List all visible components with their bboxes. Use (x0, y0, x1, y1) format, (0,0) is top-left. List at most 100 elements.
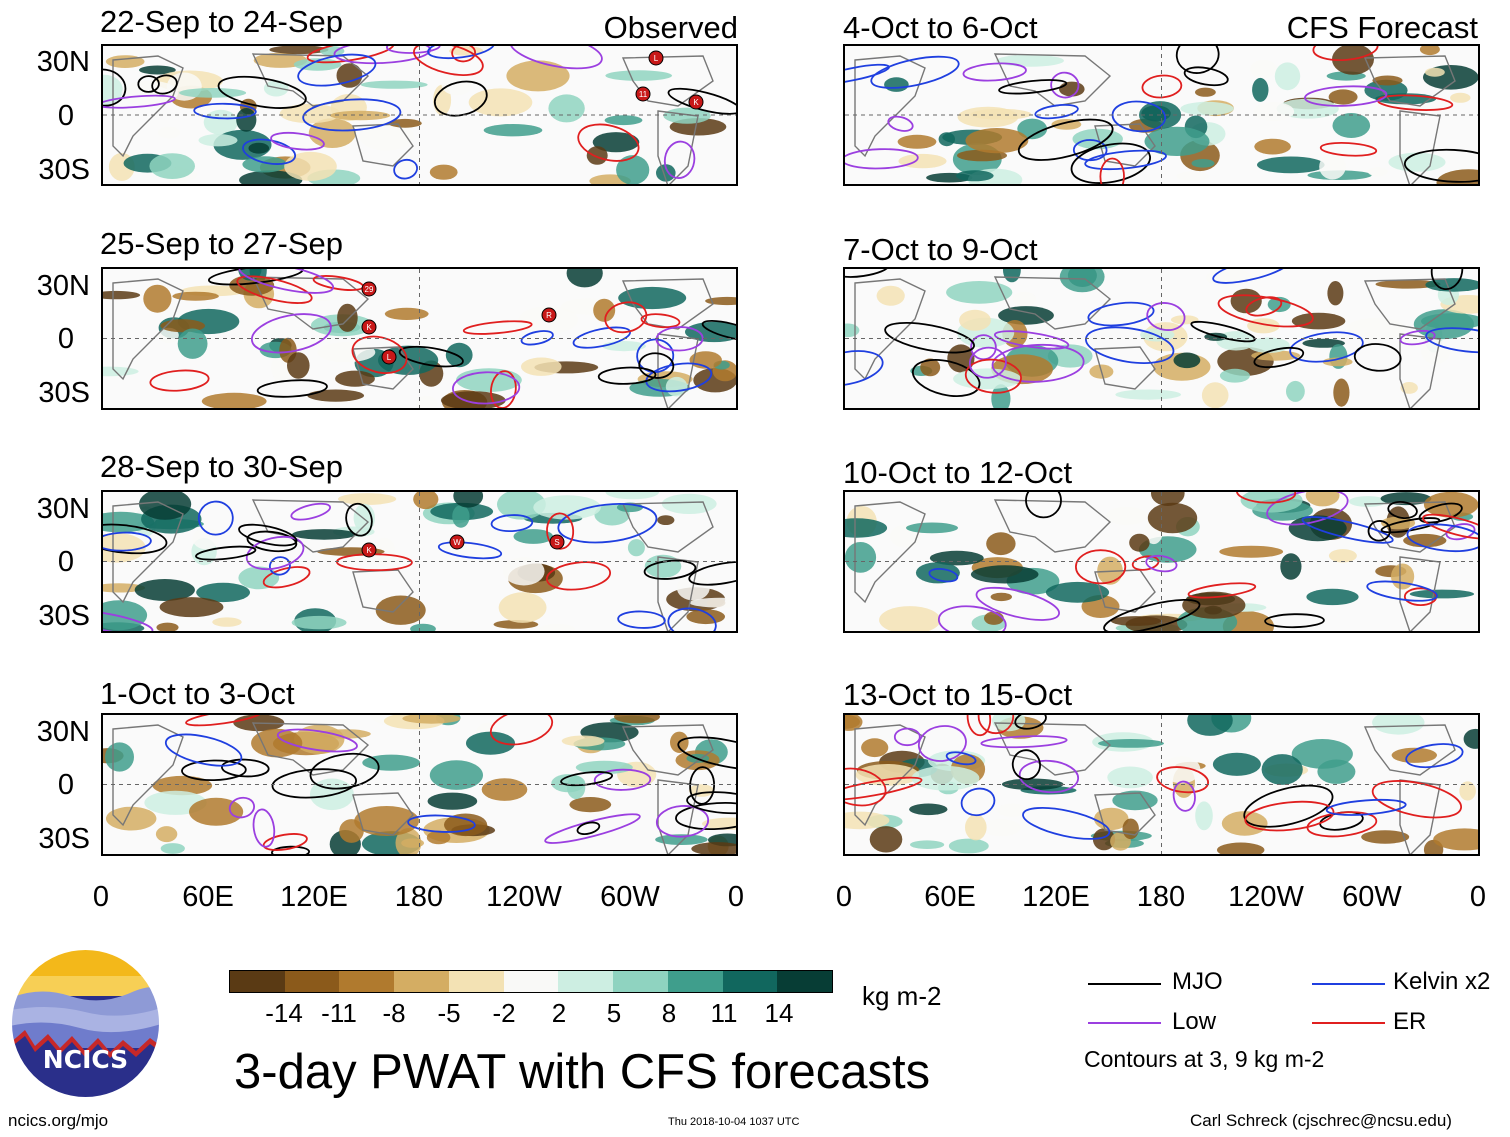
contour-line (1025, 492, 1062, 519)
contour-line (977, 715, 1015, 735)
lon-label: 0 (1469, 881, 1487, 913)
contour-line (1018, 759, 1080, 794)
storm-marker[interactable]: R (541, 307, 557, 323)
ncics-logo[interactable]: NCICS (10, 948, 161, 1099)
contour-line (1172, 780, 1196, 812)
lat-label-eq: 0 (57, 546, 74, 578)
colorbar-tick: -11 (321, 998, 357, 1028)
storm-marker[interactable]: 29 (361, 281, 377, 297)
contour-line (1087, 301, 1155, 327)
footer-url[interactable]: ncics.org/mjo (8, 1111, 109, 1130)
contour-line (1301, 516, 1394, 544)
contour-line (1146, 302, 1186, 331)
anomaly-blob (604, 115, 643, 126)
anomaly-blob (970, 565, 1039, 584)
contour-line (1367, 520, 1391, 542)
lon-label: 120E (1022, 881, 1090, 913)
lon-label: 60E (924, 881, 976, 913)
contour-line (560, 771, 614, 787)
anomaly-blob (375, 595, 426, 625)
anomaly-blob (506, 60, 570, 92)
lon-label: 180 (394, 881, 444, 913)
anomaly-blob (616, 155, 650, 184)
anomaly-blob (503, 557, 545, 586)
contour-line (256, 379, 328, 398)
anomaly-blob (691, 842, 736, 854)
lon-label: 120W (486, 881, 562, 913)
coastline (621, 55, 714, 107)
lon-label: 0 (92, 881, 110, 913)
storm-marker[interactable]: K (688, 94, 704, 110)
anomaly-blob (986, 532, 1016, 556)
anomaly-blob (521, 357, 562, 376)
storm-marker-icon (381, 349, 397, 365)
contour-line (103, 609, 154, 631)
contour-line (271, 845, 310, 854)
anomaly-blob (429, 760, 483, 790)
anomaly-blob (1291, 312, 1346, 330)
anomaly-blob (618, 286, 687, 310)
contour-line (544, 813, 641, 844)
anomaly-blob (466, 731, 515, 755)
map-canvas: L 11 K (103, 46, 736, 184)
anomaly-blob (1327, 281, 1344, 306)
contour-line (1034, 103, 1079, 120)
map-panel (843, 44, 1480, 186)
anomaly-blob (360, 80, 428, 89)
contour-line (1187, 582, 1257, 599)
coastline (621, 501, 714, 553)
contour-line (966, 715, 992, 737)
anomaly-blob (855, 764, 920, 786)
contour-line (306, 46, 395, 64)
panel-title: 4-Oct to 6-Oct (843, 10, 1038, 45)
anomaly-blob (957, 106, 1019, 128)
contour-line (845, 148, 919, 170)
storm-marker[interactable]: W (449, 534, 465, 550)
anomaly-blob (156, 622, 179, 631)
anomaly-blob (139, 65, 176, 75)
anomaly-blob (1110, 616, 1162, 626)
storm-marker[interactable]: L (381, 349, 397, 365)
contour-line (228, 796, 255, 819)
contour-line (1405, 743, 1464, 769)
anomaly-blob (1221, 811, 1268, 836)
storm-marker[interactable]: L (648, 50, 664, 66)
contour-line (845, 350, 884, 387)
anomaly-blob (845, 542, 877, 573)
contour-line (1212, 269, 1292, 284)
lon-label: 60E (182, 881, 234, 913)
coastline (1363, 501, 1456, 553)
contour-line (845, 63, 890, 85)
contour-line (968, 346, 1007, 379)
contour-line (246, 530, 298, 553)
anomaly-blob (248, 142, 270, 154)
contour-line (490, 370, 517, 408)
contour-line (1366, 580, 1438, 602)
anomaly-blob (426, 830, 451, 845)
contour-line (655, 326, 704, 352)
coastline (1363, 724, 1456, 776)
lat-label-30n: 30N (36, 270, 90, 302)
storm-marker[interactable]: K (361, 542, 377, 558)
contour-line (1183, 66, 1229, 87)
storm-marker[interactable]: K (361, 319, 377, 335)
anomaly-blob (869, 826, 903, 853)
contour-line (398, 345, 464, 368)
storm-marker[interactable]: S (549, 534, 565, 550)
anomaly-blob (427, 792, 478, 810)
storm-marker[interactable]: 11 (635, 86, 651, 102)
map-canvas (845, 269, 1478, 408)
contour-line (1264, 613, 1325, 629)
contour-line (1306, 811, 1378, 838)
storm-marker-icon (449, 534, 465, 550)
contour-line (489, 715, 554, 746)
coastline (621, 278, 714, 330)
anomaly-blob (1072, 128, 1123, 150)
anomaly-blob (661, 493, 717, 514)
anomaly-blob (251, 728, 303, 758)
anomaly-blob (1253, 102, 1295, 121)
anomaly-blob (339, 819, 364, 843)
anomaly-blob (198, 134, 238, 147)
anomaly-blob (845, 518, 888, 538)
anomaly-blob (1182, 591, 1246, 619)
